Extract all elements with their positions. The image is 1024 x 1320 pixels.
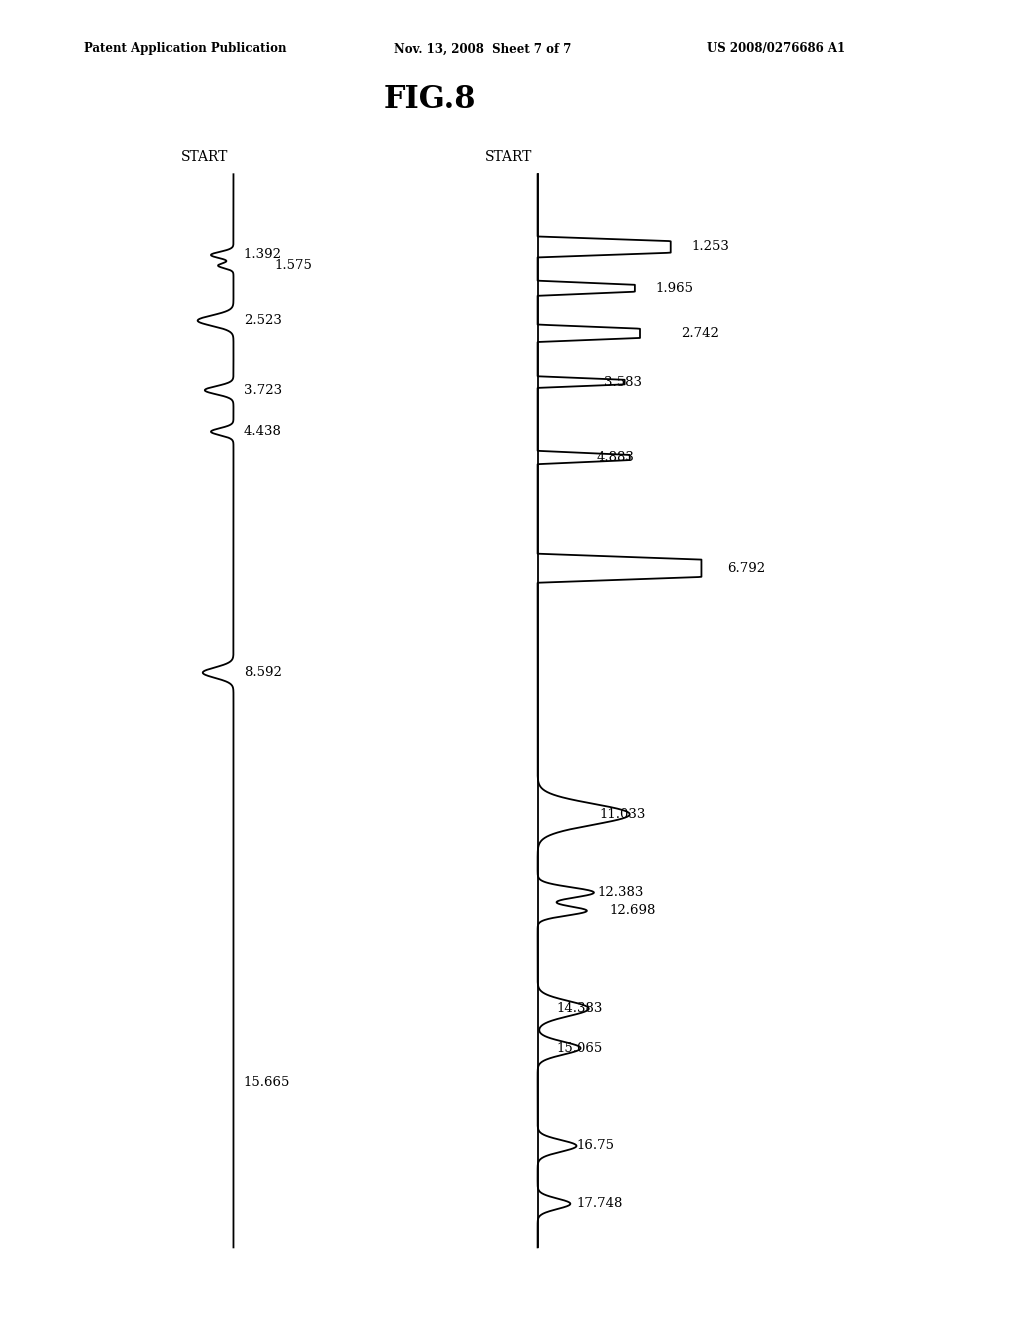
- Text: 14.383: 14.383: [556, 1002, 602, 1015]
- Text: 6.792: 6.792: [727, 562, 765, 574]
- Text: 15.665: 15.665: [244, 1076, 290, 1089]
- Text: Nov. 13, 2008  Sheet 7 of 7: Nov. 13, 2008 Sheet 7 of 7: [394, 42, 571, 55]
- Text: 4.883: 4.883: [597, 451, 635, 465]
- Text: US 2008/0276686 A1: US 2008/0276686 A1: [707, 42, 845, 55]
- Text: 1.965: 1.965: [655, 281, 693, 294]
- Text: 15.065: 15.065: [556, 1041, 602, 1055]
- Text: 12.383: 12.383: [597, 886, 643, 899]
- Text: START: START: [485, 149, 532, 164]
- Text: 11.033: 11.033: [599, 808, 645, 821]
- Text: 3.723: 3.723: [244, 384, 282, 397]
- Text: 2.523: 2.523: [244, 314, 282, 327]
- Text: Patent Application Publication: Patent Application Publication: [84, 42, 287, 55]
- Text: 2.742: 2.742: [681, 327, 719, 339]
- Text: 1.253: 1.253: [691, 240, 729, 253]
- Text: FIG.8: FIG.8: [384, 83, 476, 115]
- Text: 4.438: 4.438: [244, 425, 282, 438]
- Text: 3.583: 3.583: [604, 376, 642, 388]
- Text: 1.575: 1.575: [274, 259, 312, 272]
- Text: 17.748: 17.748: [577, 1197, 623, 1210]
- Text: 12.698: 12.698: [609, 904, 655, 917]
- Text: START: START: [181, 149, 228, 164]
- Text: 16.75: 16.75: [577, 1139, 614, 1152]
- Text: 8.592: 8.592: [244, 667, 282, 680]
- Text: 1.392: 1.392: [244, 248, 282, 261]
